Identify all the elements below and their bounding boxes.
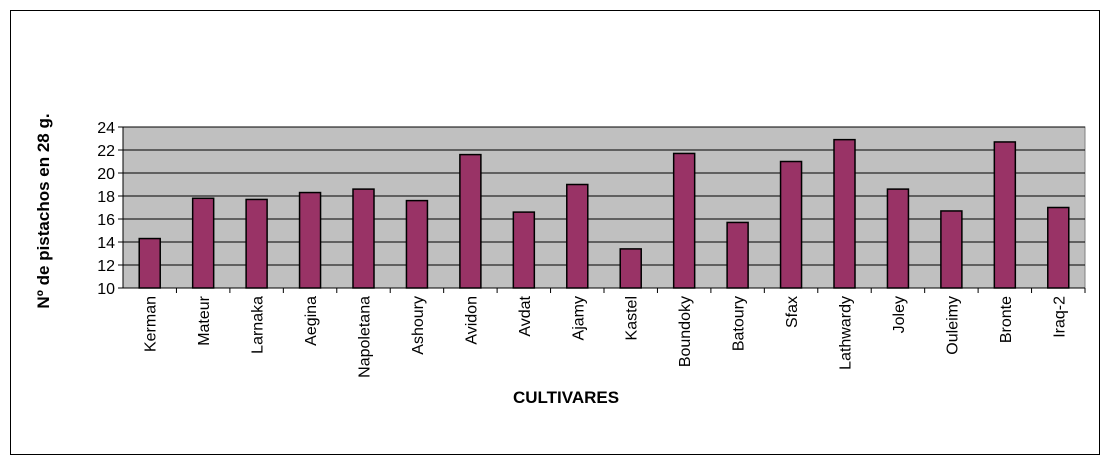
bar-avdat [512, 211, 536, 289]
x-category-label: Boundoky [677, 296, 694, 367]
x-category-label: Avidon [463, 296, 480, 345]
chart-frame: 10 12 14 16 18 20 22 24 Kerman Mateur Larnaka Aegi… [10, 10, 1100, 455]
bar-joley [886, 188, 910, 289]
bar-bronte [993, 141, 1017, 289]
y-tick-label: 20 [97, 166, 115, 183]
x-category-label: Larnaka [250, 296, 267, 354]
x-category-label: Batoury [731, 296, 748, 351]
x-category-label: Lathwardy [838, 296, 855, 370]
y-tick-label: 14 [97, 235, 115, 252]
x-category-label: Joley [891, 296, 908, 333]
bar-mateur [191, 197, 215, 289]
bar-lathwardy [833, 138, 856, 289]
bar-chart: 10 12 14 16 18 20 22 24 Kerman Mateur Larnaka Aegi… [34, 113, 1086, 407]
bar-napoletana [352, 188, 375, 289]
bar-ashoury [405, 199, 429, 289]
y-axis-ticks: 10 12 14 16 18 20 22 24 [97, 120, 123, 298]
bar-kerman [138, 237, 161, 289]
x-category-label: Avdat [517, 295, 534, 336]
x-category-label: Kerman [143, 296, 160, 352]
x-category-label: Aegina [303, 296, 320, 346]
x-category-label: Ouleimy [944, 296, 961, 355]
x-category-label: Napoletana [357, 296, 374, 378]
bar-aegina [298, 191, 322, 289]
y-tick-label: 12 [97, 258, 115, 275]
x-category-label: Ajamy [570, 296, 587, 340]
plot-area [122, 126, 1086, 289]
y-tick-label: 18 [97, 189, 115, 206]
y-tick-label: 24 [97, 120, 115, 137]
x-category-label: Iraq-2 [1051, 296, 1068, 338]
bar-kastel [619, 248, 642, 289]
bar-batoury [726, 221, 749, 289]
bars [138, 138, 1070, 289]
bar-larnaka [245, 198, 268, 289]
x-category-label: Mateur [196, 295, 213, 345]
y-tick-label: 10 [97, 281, 115, 298]
bar-avidon [459, 153, 482, 289]
y-axis-title: Nº de pistachos en 28 g. [34, 113, 53, 308]
bar-iraq-2 [1047, 206, 1070, 289]
x-axis-labels: Kerman Mateur Larnaka Aegina Napoletana Ashou… [143, 288, 1086, 378]
bar-ouleimy [940, 210, 963, 289]
y-tick-label: 22 [97, 143, 115, 160]
x-category-label: Ashoury [410, 296, 427, 355]
bar-boundoky [672, 152, 696, 289]
y-tick-label: 16 [97, 212, 115, 229]
bar-sfax [779, 160, 803, 289]
x-category-label: Sfax [784, 296, 801, 328]
x-category-label: Kastel [624, 296, 641, 340]
x-axis-title: CULTIVARES [513, 388, 619, 407]
bar-ajamy [566, 183, 589, 289]
x-category-label: Bronte [998, 296, 1015, 343]
